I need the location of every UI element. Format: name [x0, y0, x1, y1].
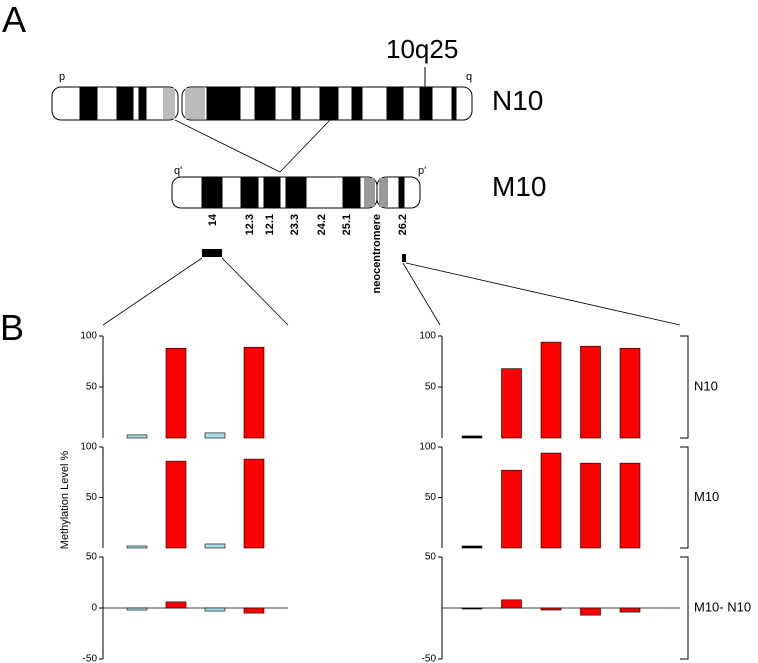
bar: [204, 432, 226, 439]
band-label: 12.1: [264, 214, 276, 235]
bar: [126, 434, 148, 439]
n10-chromosome: [51, 86, 473, 121]
y-tick-label: 100: [80, 331, 97, 342]
y-tick-label: 50: [425, 382, 437, 393]
bar: [580, 345, 601, 439]
bar: [243, 458, 265, 549]
bar: [619, 462, 641, 549]
bar: [461, 607, 483, 610]
y-tick-label: 50: [425, 552, 437, 563]
zoom-lines: [102, 257, 681, 326]
bar: [580, 462, 601, 549]
chromosome-label: N10: [492, 85, 543, 116]
bar: [540, 607, 562, 611]
bar: [204, 543, 226, 549]
bar: [501, 368, 522, 439]
panel-label: A: [2, 0, 26, 40]
bar-chart: 50 0 -50: [83, 552, 288, 663]
bar-chart: 100 50: [80, 442, 265, 549]
bar: [619, 607, 641, 613]
band-label: 25.1: [341, 214, 353, 235]
y-tick-label: 50: [86, 552, 98, 563]
bar-chart: 100 50: [419, 331, 641, 439]
arm-label: q': [174, 165, 182, 177]
bar-chart: 100 50: [419, 442, 641, 549]
bar: [126, 607, 148, 611]
bracket: [680, 335, 689, 439]
region-marker: [202, 249, 222, 257]
y-tick-label: -50: [83, 654, 98, 663]
bar-chart: 50 -50: [422, 552, 680, 663]
bar: [165, 460, 187, 549]
y-tick-label: 50: [425, 492, 437, 503]
bar: [243, 607, 265, 614]
y-tick-label: 100: [80, 442, 97, 453]
band-label: 23.3: [289, 214, 301, 235]
arm-label: p': [418, 165, 426, 177]
y-tick-label: 50: [86, 492, 98, 503]
bracket: [680, 446, 689, 549]
bar: [619, 347, 641, 439]
y-tick-label: -50: [422, 654, 437, 663]
bar: [126, 545, 148, 549]
bar-chart: 100 50: [80, 331, 265, 439]
bar: [461, 435, 483, 439]
band-label: 26.2: [397, 214, 409, 235]
row-label: M10- N10: [694, 599, 751, 614]
panel-label: B: [0, 307, 24, 348]
row-label: M10: [694, 489, 719, 504]
region-marker: [402, 254, 406, 262]
band-label: 14: [207, 213, 219, 226]
y-axis-label: Methylation Level %: [59, 451, 71, 550]
y-tick-label: 100: [419, 331, 436, 342]
bar: [540, 341, 562, 439]
bar: [165, 347, 187, 439]
chromosome-label: M10: [492, 171, 546, 202]
band-label: 24.2: [316, 214, 328, 235]
bracket: [680, 556, 689, 660]
y-tick-label: 50: [86, 382, 98, 393]
band-label: 12.3: [244, 214, 256, 235]
bar: [461, 545, 483, 549]
bar: [501, 599, 522, 609]
m10-chromosome: [171, 176, 421, 209]
bar: [580, 607, 601, 616]
bar: [204, 607, 226, 612]
y-tick-label: 100: [419, 442, 436, 453]
bar: [165, 601, 187, 609]
row-label: N10: [694, 378, 718, 393]
bar: [540, 452, 562, 549]
plots: N10 M10 M10- N10 100 50 100 50 50 0 -50 100 50 100 50…: [80, 331, 751, 663]
arm-label: p: [59, 71, 65, 83]
y-tick-label: 0: [91, 603, 97, 614]
locus-label: 10q25: [386, 34, 458, 64]
band-label: neocentromere: [371, 214, 383, 293]
bar: [243, 346, 265, 439]
arm-label: q: [466, 71, 472, 83]
connector: [174, 119, 331, 173]
band-labels: 14 12.3 12.1 23.3 24.2 25.1 neocentromere 26.2: [207, 213, 409, 293]
bar: [501, 469, 522, 549]
